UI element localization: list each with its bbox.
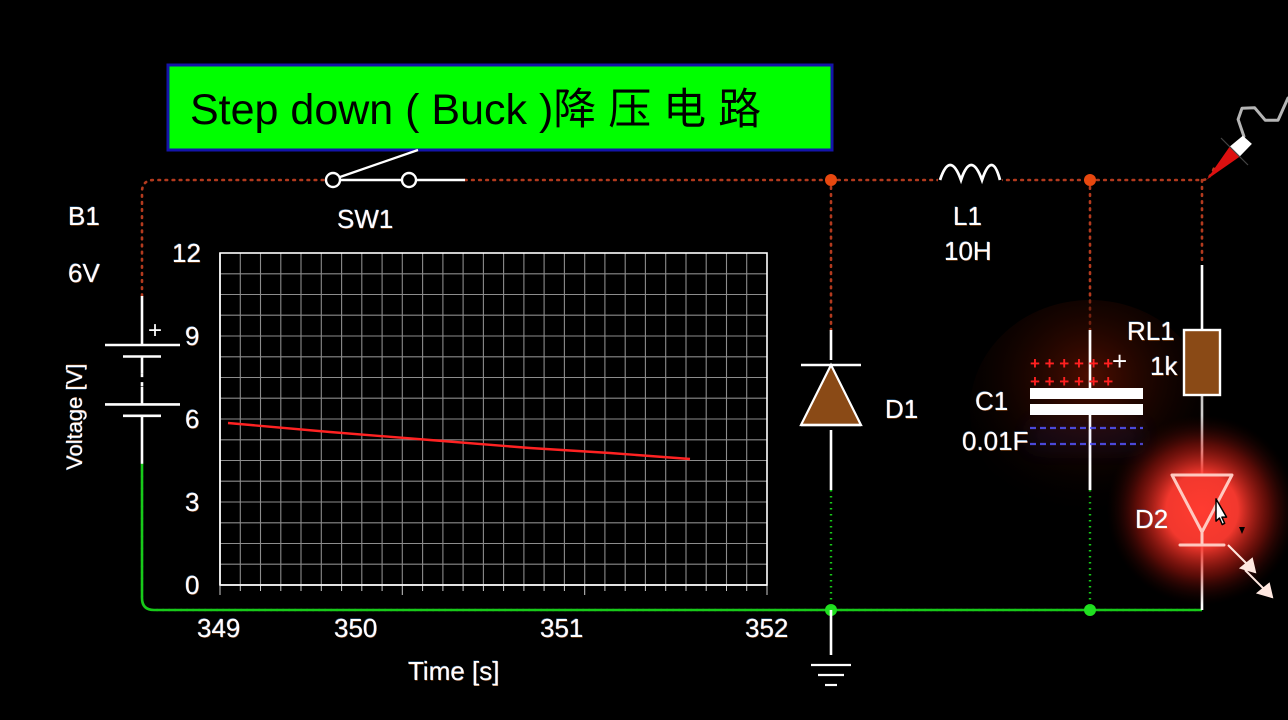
svg-text:Voltage [V]: Voltage [V] [62, 364, 87, 470]
svg-text:Step down ( Buck )降 压 电 路: Step down ( Buck )降 压 电 路 [190, 86, 761, 134]
svg-text:SW1: SW1 [337, 204, 393, 234]
svg-text:12: 12 [172, 238, 201, 268]
svg-text:RL1: RL1 [1127, 316, 1175, 346]
svg-text:0.01F: 0.01F [962, 426, 1029, 456]
svg-text:3: 3 [185, 487, 199, 517]
svg-text:+: + [148, 317, 162, 344]
svg-text:C1: C1 [975, 386, 1008, 416]
svg-text:6: 6 [185, 404, 199, 434]
svg-text:6V: 6V [68, 258, 100, 288]
svg-text:+ + + + + +: + + + + + + [1030, 354, 1113, 373]
svg-text:1k: 1k [1150, 351, 1178, 381]
svg-text:+ + + + + +: + + + + + + [1030, 372, 1113, 391]
svg-text:D2: D2 [1135, 504, 1168, 534]
svg-text:9: 9 [185, 321, 199, 351]
svg-text:351: 351 [540, 613, 583, 643]
svg-text:0: 0 [185, 570, 199, 600]
svg-text:D1: D1 [885, 394, 918, 424]
svg-text:349: 349 [197, 613, 240, 643]
svg-text:B1: B1 [68, 201, 100, 231]
svg-text:352: 352 [745, 613, 788, 643]
svg-text:10H: 10H [944, 236, 992, 266]
svg-text:+: + [1112, 346, 1127, 376]
svg-text:350: 350 [334, 613, 377, 643]
svg-text:Time [s]: Time [s] [408, 656, 499, 686]
svg-text:L1: L1 [953, 201, 982, 231]
